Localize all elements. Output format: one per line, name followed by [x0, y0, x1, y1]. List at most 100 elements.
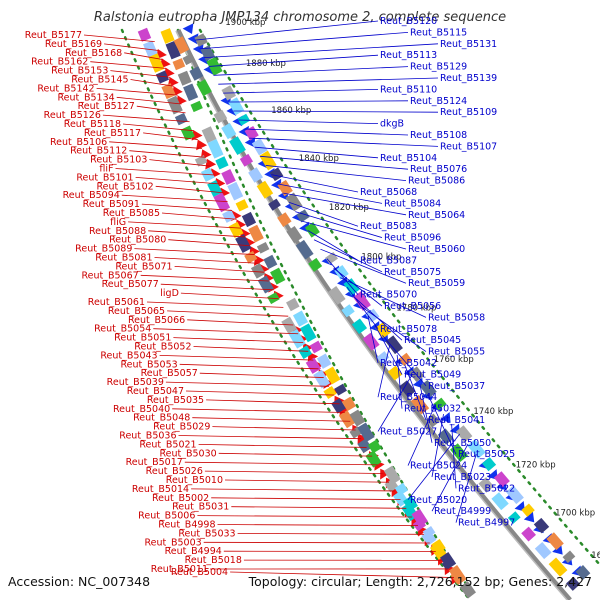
plus-gene-label: Reut_B5027	[380, 426, 437, 437]
function-category-block	[300, 323, 317, 343]
function-category-block	[295, 239, 314, 260]
topology-text: Topology: circular; Length: 2,726,152 bp…	[248, 574, 592, 589]
left-leader-line	[179, 363, 319, 370]
plus-strand-gene-arrow	[523, 511, 535, 523]
minus-gene-label: Reut_B5066	[128, 315, 185, 326]
function-category-block	[534, 541, 552, 560]
minus-strand-gene-arrow	[380, 468, 391, 480]
function-category-block	[183, 83, 199, 102]
right-leader-line	[382, 335, 427, 387]
plus-gene-label: Reut_B5059	[408, 278, 465, 289]
kbp-tick-label: 1680 kbp	[591, 551, 600, 561]
left-leader-line	[167, 310, 289, 317]
minus-gene-label: Reut_B5031	[172, 502, 229, 513]
function-category-block	[521, 503, 535, 517]
function-category-block	[235, 234, 252, 253]
right-leader-line	[367, 315, 379, 364]
plus-gene-label: Reut_B5104	[380, 153, 437, 164]
function-category-block	[194, 155, 208, 167]
function-category-block	[257, 275, 274, 294]
kbp-tick-label: 1720 kbp	[516, 460, 556, 470]
function-category-block	[331, 398, 346, 414]
left-leader-line	[203, 541, 430, 544]
minus-gene-label: Reut_B5011	[151, 564, 208, 575]
minus-gene-label: Reut_B5036	[119, 431, 176, 442]
plus-gene-label: Reut_B5084	[384, 198, 441, 209]
left-leader-line	[109, 141, 202, 149]
function-category-block	[357, 422, 375, 443]
right-leader-line	[326, 258, 359, 295]
right-leader-line	[208, 54, 379, 67]
left-leader-line	[204, 470, 384, 474]
plus-gene-label: Reut_B5022	[458, 483, 515, 494]
plus-gene-label: Reut_B5044	[380, 392, 437, 403]
plus-gene-label: Reut_B5055	[428, 347, 485, 358]
function-category-block	[548, 557, 568, 577]
function-category-block	[440, 551, 457, 570]
kbp-tick-label: 1740 kbp	[473, 407, 513, 417]
plus-gene-label: Reut_B5078	[380, 324, 437, 335]
function-category-block	[277, 179, 293, 197]
plus-gene-label: Reut_B5070	[360, 290, 417, 301]
left-leader-line	[124, 52, 163, 60]
function-category-block	[341, 304, 355, 318]
function-category-block	[268, 198, 281, 211]
right-leader-line	[333, 267, 383, 307]
left-leader-line	[191, 488, 395, 492]
function-category-block	[277, 212, 292, 227]
function-category-block	[566, 576, 581, 591]
plus-gene-label: Reut_B5086	[408, 176, 465, 187]
function-category-block	[383, 465, 401, 485]
minus-gene-label: Reut_B4998	[158, 520, 215, 531]
minus-gene-label: Reut_B5065	[108, 306, 165, 317]
left-leader-line	[174, 266, 265, 273]
function-category-block	[575, 565, 591, 580]
function-category-block	[375, 321, 392, 339]
minus-gene-label: Reut_B5057	[141, 368, 198, 379]
minus-gene-label: Reut_B5168	[65, 48, 122, 59]
function-category-block	[213, 109, 228, 124]
right-leader-line	[228, 100, 409, 103]
minus-gene-label: Reut_B5091	[83, 199, 140, 210]
left-leader-line	[161, 212, 237, 220]
minus-strand-gene-arrow	[205, 158, 217, 170]
right-leader-line	[233, 110, 439, 113]
function-category-block	[493, 471, 510, 488]
function-category-block	[460, 582, 475, 597]
minus-gene-label: Reut_B5010	[166, 475, 223, 486]
function-category-block	[237, 113, 251, 126]
function-category-block	[448, 565, 467, 585]
kbp-tick-label: 1760 kbp	[434, 355, 474, 365]
function-category-block	[431, 538, 446, 554]
left-leader-line	[116, 96, 182, 105]
minus-gene-label: fliF	[99, 164, 113, 175]
plus-gene-label: Reut_B5064	[408, 210, 465, 221]
function-category-block	[207, 138, 224, 159]
minus-gene-label: Reut_B5169	[45, 39, 102, 50]
left-leader-line	[141, 203, 233, 211]
right-leader-line	[249, 137, 439, 147]
function-category-block	[143, 40, 158, 58]
right-leader-line	[419, 384, 433, 443]
minus-gene-label: Reut_B5047	[127, 386, 184, 397]
dotted-track-3	[198, 28, 600, 567]
function-category-block	[251, 138, 268, 156]
kbp-tick-label: 1800 kbp	[361, 253, 401, 263]
right-leader-line	[377, 345, 391, 398]
function-category-block	[270, 267, 286, 285]
function-category-block	[256, 241, 270, 254]
function-category-block	[296, 209, 310, 223]
left-leader-line	[178, 435, 362, 440]
left-leader-line	[187, 319, 294, 326]
left-leader-line	[199, 372, 324, 378]
plus-gene-label: dkgB	[380, 119, 404, 130]
function-category-block	[399, 380, 416, 398]
right-leader-line	[407, 403, 436, 466]
function-category-block	[269, 167, 284, 182]
function-category-block	[324, 366, 341, 385]
left-leader-line	[217, 524, 418, 527]
left-leader-line	[159, 355, 314, 361]
function-category-block	[180, 125, 195, 141]
minus-gene-label: Reut_B5081	[95, 253, 152, 264]
function-category-block	[505, 485, 524, 505]
